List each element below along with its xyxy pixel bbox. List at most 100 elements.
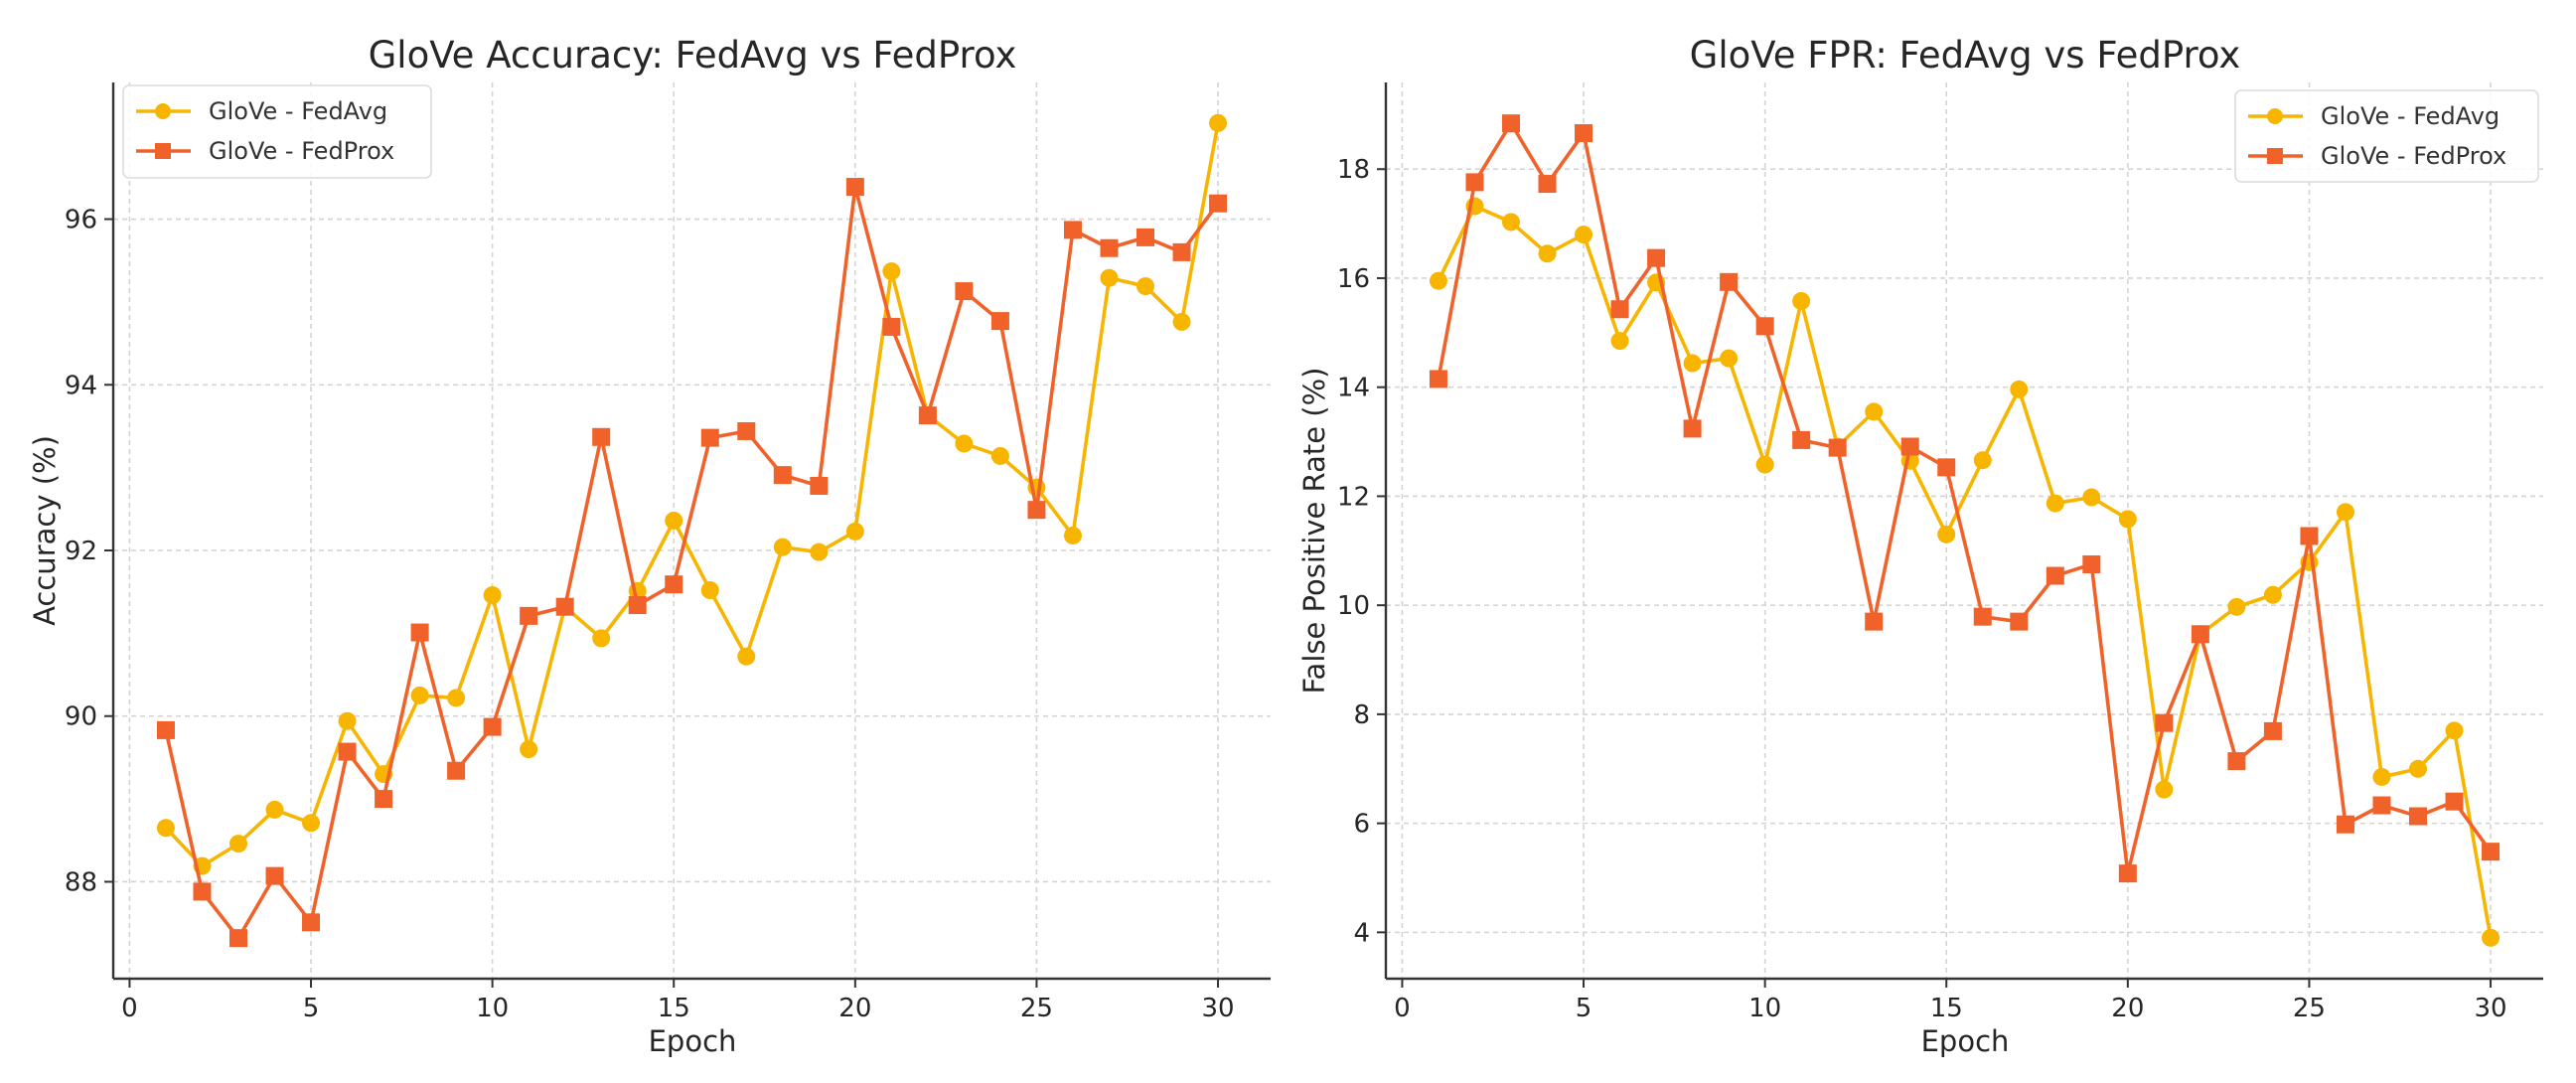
fpr-y-tick-label: 8 <box>1353 700 1370 730</box>
fpr-fedprox-point <box>2010 612 2029 631</box>
accuracy-fedavg-point <box>1172 312 1191 331</box>
accuracy-fedprox-point <box>845 178 864 197</box>
fpr-fedavg-point <box>1683 354 1702 373</box>
fpr-fedprox-point <box>2300 527 2319 545</box>
fpr-fedavg-point <box>2046 494 2064 513</box>
fpr-x-tick-label: 30 <box>2474 994 2506 1023</box>
accuracy-fedprox-point <box>338 742 357 761</box>
fpr-y-axis-label: False Positive Rate (%) <box>1297 368 1331 695</box>
accuracy-chart: 0 5 10 15 20 25 30 88 90 92 94 96 GloVe Accuracy: F… <box>28 34 1271 1058</box>
fpr-legend: GloVe - FedAvg GloVe - FedProx <box>2234 89 2539 183</box>
accuracy-fedavg-point <box>302 814 321 833</box>
accuracy-fedavg-point <box>810 542 829 561</box>
accuracy-y-tick-label: 92 <box>65 537 97 566</box>
accuracy-fedavg-point <box>410 686 429 704</box>
accuracy-fedavg-point <box>592 629 611 648</box>
fpr-y-tick-label: 10 <box>1337 591 1370 621</box>
accuracy-x-tick-label: 10 <box>476 994 509 1023</box>
legend-fedavg-marker <box>2267 108 2283 124</box>
fpr-x-tick-label: 20 <box>2111 994 2144 1023</box>
fpr-ticks: 0 5 10 15 20 25 30 4 6 8 10 12 14 16 18 <box>1337 155 2507 1023</box>
fpr-fedprox-point <box>2445 792 2464 811</box>
legend-fedprox-label: GloVe - FedProx <box>209 137 394 165</box>
accuracy-fedprox-point <box>882 317 901 336</box>
fpr-fedavg-point <box>2155 780 2174 799</box>
fpr-fedprox-line <box>1437 121 2493 875</box>
accuracy-fedavg-point <box>1063 527 1082 545</box>
fpr-fedavg-point <box>1538 244 1557 263</box>
accuracy-y-tick-label: 90 <box>65 702 97 732</box>
accuracy-fedavg-point <box>773 538 792 556</box>
accuracy-fedavg-point <box>665 511 683 530</box>
fpr-chart-title: GloVe FPR: FedAvg vs FedProx <box>1690 34 2241 77</box>
legend-box <box>2234 89 2539 183</box>
fpr-fedprox-point <box>1429 370 1447 388</box>
accuracy-fedprox-line <box>164 185 1220 940</box>
accuracy-fedprox-point <box>955 282 974 301</box>
fpr-x-tick-label: 5 <box>1576 994 1592 1023</box>
accuracy-fedavg-point <box>483 586 502 605</box>
fpr-x-axis-label: Epoch <box>1921 1024 2010 1058</box>
accuracy-fedavg-point <box>955 434 974 453</box>
fpr-y-tick-label: 14 <box>1337 374 1370 403</box>
accuracy-fedavg-point <box>265 800 284 819</box>
accuracy-fedprox-point <box>410 623 429 642</box>
accuracy-fedprox-point <box>228 929 247 948</box>
fpr-chart: 0 5 10 15 20 25 30 4 6 8 10 12 14 16 18 GloVe FPR: Fed… <box>1297 34 2543 1058</box>
fpr-fedavg-point <box>1610 332 1629 351</box>
accuracy-fedprox-point <box>1063 221 1082 239</box>
accuracy-fedprox-point <box>447 761 466 780</box>
fpr-fedprox-point <box>2082 555 2101 574</box>
fpr-fedprox-point <box>1792 430 1811 449</box>
fpr-y-tick-label: 16 <box>1337 264 1370 294</box>
accuracy-y-axis-label: Accuracy (%) <box>28 435 62 626</box>
fpr-fedavg-point <box>2010 380 2029 398</box>
fpr-fedavg-point <box>1937 525 1956 543</box>
accuracy-fedprox-point <box>156 720 175 739</box>
accuracy-fedprox-point <box>665 575 683 594</box>
fpr-fedprox-point <box>2118 864 2137 883</box>
accuracy-fedprox-point <box>520 606 538 625</box>
fpr-fedavg-point <box>2372 767 2391 786</box>
fpr-fedprox-point <box>1465 173 1484 192</box>
fpr-fedavg-point <box>1973 451 1992 470</box>
accuracy-fedprox-point <box>483 717 502 736</box>
fpr-fedavg-point <box>1755 455 1774 474</box>
accuracy-fedprox-point <box>810 476 829 495</box>
fpr-fedprox-point <box>1538 175 1557 194</box>
fpr-x-tick-label: 10 <box>1748 994 1781 1023</box>
accuracy-fedavg-point <box>156 819 175 838</box>
accuracy-fedprox-point <box>737 421 756 440</box>
accuracy-series <box>156 113 1228 948</box>
fpr-fedavg-line <box>1437 204 2493 939</box>
accuracy-fedprox-point <box>1172 242 1191 261</box>
fpr-y-tick-label: 4 <box>1353 918 1370 948</box>
fpr-fedprox-point <box>2482 843 2500 861</box>
accuracy-fedavg-point <box>1136 277 1155 296</box>
legend-fedavg-marker <box>155 103 171 119</box>
accuracy-fedavg-point <box>845 522 864 541</box>
fpr-fedavg-point <box>2082 488 2101 507</box>
accuracy-fedavg-point <box>447 689 466 707</box>
legend-fedprox-marker <box>2267 148 2283 164</box>
fpr-fedavg-point <box>2409 759 2428 778</box>
accuracy-y-tick-label: 96 <box>65 206 97 235</box>
accuracy-legend: GloVe - FedAvg GloVe - FedProx <box>122 84 432 179</box>
accuracy-ticks: 0 5 10 15 20 25 30 88 90 92 94 96 <box>65 206 1235 1023</box>
legend-fedprox-label: GloVe - FedProx <box>2321 142 2506 170</box>
fpr-fedprox-point <box>2263 721 2282 740</box>
accuracy-x-tick-label: 20 <box>838 994 871 1023</box>
accuracy-fedavg-point <box>737 647 756 666</box>
fpr-fedprox-point <box>1575 124 1593 143</box>
accuracy-y-tick-label: 88 <box>65 867 97 897</box>
fpr-fedavg-point <box>1792 292 1811 311</box>
accuracy-x-tick-label: 0 <box>121 994 138 1023</box>
fpr-fedavg-point <box>2118 510 2137 529</box>
accuracy-fedavg-point <box>228 835 247 853</box>
accuracy-fedprox-point <box>700 428 719 447</box>
accuracy-fedprox-point <box>1027 501 1046 520</box>
accuracy-grid <box>113 82 1271 979</box>
accuracy-fedprox-point <box>990 312 1009 331</box>
fpr-fedprox-point <box>2336 815 2354 834</box>
